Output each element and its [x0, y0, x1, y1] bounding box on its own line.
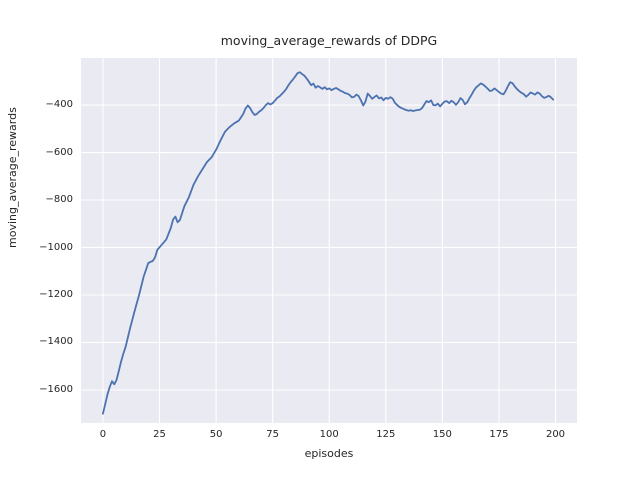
- x-tick-label: 25: [153, 429, 166, 440]
- plot-canvas: [81, 58, 577, 423]
- y-tick-label: −400: [45, 99, 73, 111]
- x-tick-label: 100: [319, 429, 339, 440]
- y-tick-label: −1600: [39, 383, 73, 395]
- chart-title: moving_average_rewards of DDPG: [220, 33, 438, 48]
- x-tick-label: 75: [266, 429, 280, 440]
- x-tick-label: 175: [489, 429, 509, 440]
- x-tick-label: 150: [432, 429, 452, 440]
- y-tick-label: −800: [45, 194, 73, 205]
- y-tick-label: −1400: [39, 336, 73, 348]
- data-series-line: [101, 71, 555, 415]
- x-tick-label: 50: [209, 429, 223, 440]
- x-axis-label: episodes: [304, 447, 354, 460]
- gridlines: [81, 58, 577, 423]
- plot-area: [81, 58, 577, 423]
- x-tick-label: 125: [376, 429, 396, 440]
- x-tick-label: 0: [99, 429, 107, 440]
- y-tick-label: −600: [45, 146, 73, 158]
- y-axis-label: moving_average_rewards: [6, 107, 19, 248]
- series-line: [101, 71, 555, 415]
- y-tick-label: −1200: [39, 289, 73, 300]
- y-tick-label: −1000: [39, 241, 73, 253]
- x-tick-label: 200: [545, 429, 566, 440]
